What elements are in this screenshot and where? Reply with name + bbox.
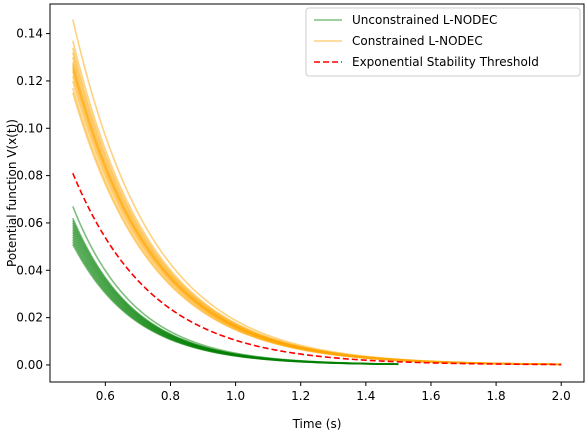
x-tick-label: 1.0 [226,389,245,403]
y-tick-label: 0.06 [16,216,43,230]
y-tick-label: 0.08 [16,169,43,183]
y-tick-label: 0.02 [16,311,43,325]
legend-label: Exponential Stability Threshold [352,55,539,69]
y-tick-label: 0.00 [16,358,43,372]
legend-box [305,7,581,77]
series-line [72,172,562,366]
legend-label: Unconstrained L-NODEC [352,13,497,27]
series-2 [72,172,562,366]
legend-label: Constrained L-NODEC [352,34,483,48]
x-tick-label: 1.6 [421,389,440,403]
series-layer [72,19,562,366]
legend: Unconstrained L-NODEC Constrained L-NODEC… [305,7,581,77]
plot-frame [49,3,585,383]
y-tick-label: 0.14 [16,27,43,41]
x-tick-label: 0.6 [96,389,115,403]
x-tick-label: 1.2 [291,389,310,403]
series-line [72,243,399,366]
y-tick-label: 0.10 [16,121,43,135]
y-axis: 0.00 0.02 0.04 0.06 0.08 0.10 0.12 0.14 [16,27,50,372]
x-tick-label: 2.0 [552,389,571,403]
series-0 [72,206,399,366]
x-tick-label: 1.4 [356,389,375,403]
x-axis-label: Time (s) [292,417,342,431]
x-tick-label: 0.8 [161,389,180,403]
x-tick-label: 1.8 [487,389,506,403]
y-axis-label: Potential function V(x(t)) [5,119,19,267]
y-tick-label: 0.04 [16,263,43,277]
y-tick-label: 0.12 [16,74,43,88]
x-axis: 0.6 0.8 1.0 1.2 1.4 1.6 1.8 2.0 [96,382,571,403]
